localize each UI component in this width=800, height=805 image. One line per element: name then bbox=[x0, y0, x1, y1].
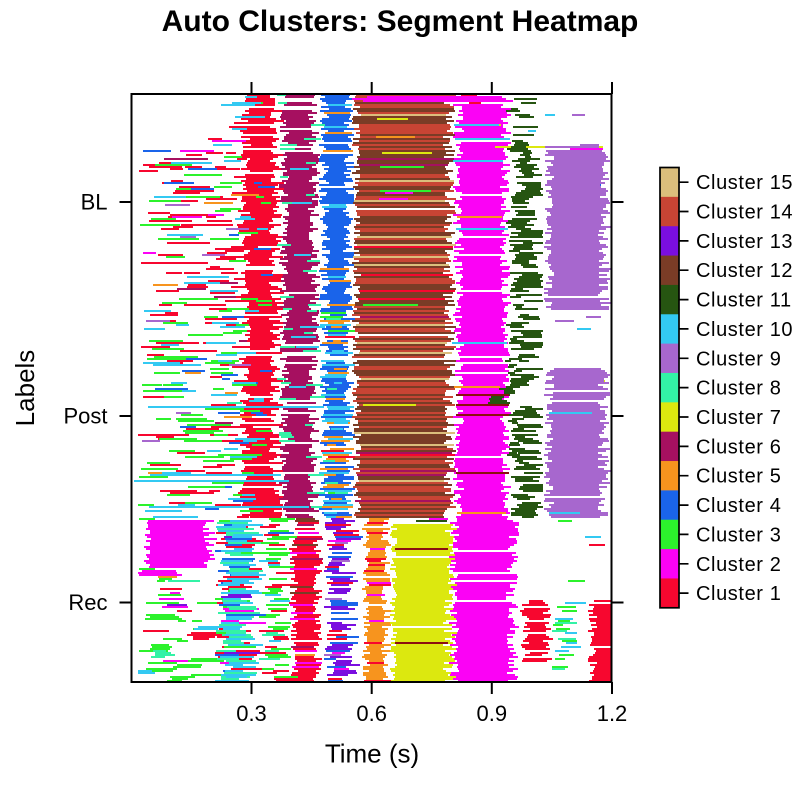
svg-text:Labels: Labels bbox=[10, 350, 40, 427]
svg-text:0.3: 0.3 bbox=[236, 701, 267, 726]
svg-text:Cluster 9: Cluster 9 bbox=[696, 348, 781, 370]
svg-text:Cluster 15: Cluster 15 bbox=[696, 172, 793, 194]
svg-text:Cluster 8: Cluster 8 bbox=[696, 378, 781, 400]
svg-text:Cluster 6: Cluster 6 bbox=[696, 436, 781, 458]
svg-text:Cluster 4: Cluster 4 bbox=[696, 495, 781, 517]
svg-text:Cluster 12: Cluster 12 bbox=[696, 260, 793, 282]
svg-text:Cluster 14: Cluster 14 bbox=[696, 202, 793, 224]
svg-text:0.9: 0.9 bbox=[477, 701, 508, 726]
svg-text:Rec: Rec bbox=[68, 590, 107, 615]
svg-text:Cluster 3: Cluster 3 bbox=[696, 524, 781, 546]
svg-text:Cluster 2: Cluster 2 bbox=[696, 554, 781, 576]
svg-text:Cluster 13: Cluster 13 bbox=[696, 231, 793, 253]
svg-text:Time (s): Time (s) bbox=[325, 739, 419, 769]
svg-text:Cluster 11: Cluster 11 bbox=[696, 290, 792, 312]
svg-text:BL: BL bbox=[81, 190, 108, 215]
svg-text:Post: Post bbox=[63, 404, 107, 429]
svg-text:Cluster 10: Cluster 10 bbox=[696, 319, 793, 341]
svg-text:1.2: 1.2 bbox=[597, 701, 628, 726]
svg-text:Auto Clusters: Segment Heatmap: Auto Clusters: Segment Heatmap bbox=[162, 5, 639, 38]
svg-text:Cluster 1: Cluster 1 bbox=[696, 583, 781, 605]
svg-text:Cluster 5: Cluster 5 bbox=[696, 466, 781, 488]
svg-text:0.6: 0.6 bbox=[356, 701, 387, 726]
svg-text:Cluster 7: Cluster 7 bbox=[696, 407, 781, 429]
